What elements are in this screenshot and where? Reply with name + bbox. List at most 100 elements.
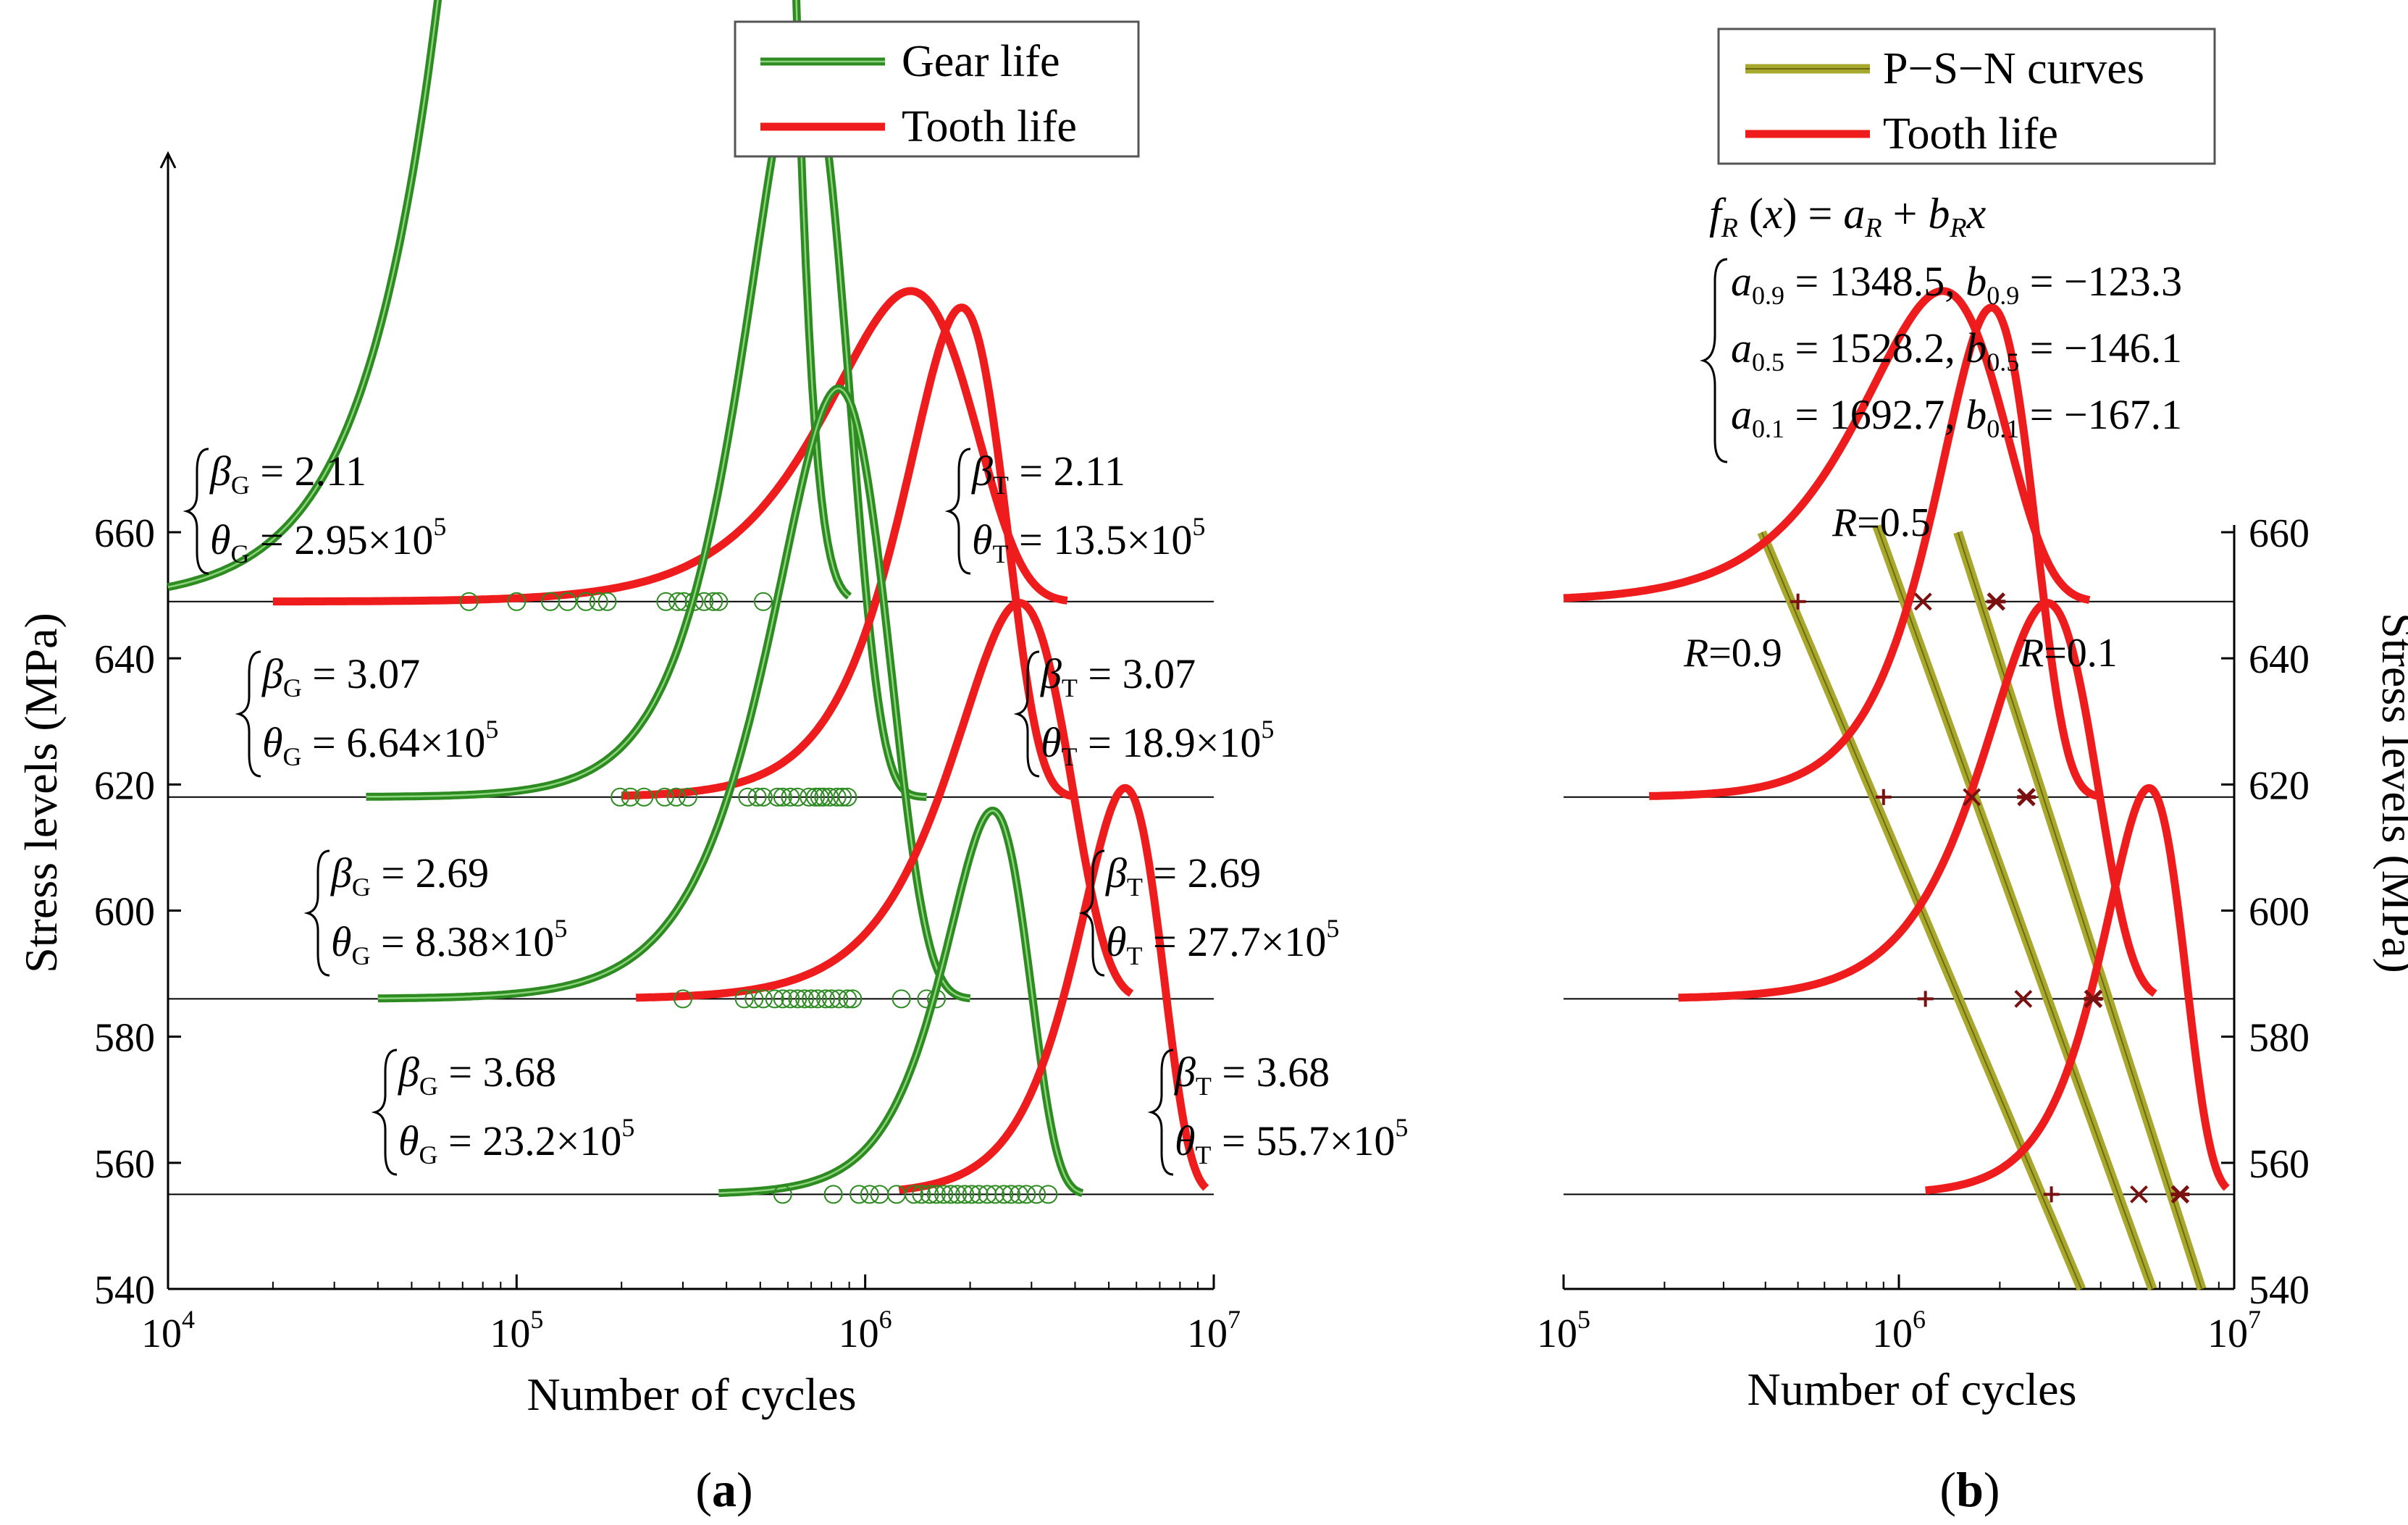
gear-params-649-brace <box>183 448 209 575</box>
psn-line-core-0.1 <box>1957 532 2203 1290</box>
observation-618-16 <box>814 787 834 807</box>
observation-649-5 <box>589 592 608 611</box>
tooth-life-curve-555 <box>896 783 1209 1194</box>
x-tick-label-a-4: 104 <box>141 1305 195 1356</box>
observation-555-2 <box>849 1185 869 1204</box>
gear-params-555-brace <box>371 1049 398 1176</box>
equation-row-0.5: a0.5 = 1528.2, b0.5 = −146.1 <box>1731 324 2182 377</box>
observation-555-22 <box>1027 1185 1046 1204</box>
marker-star-649 <box>1987 592 2006 611</box>
psn-label-0.9: R=0.9 <box>1683 631 1782 676</box>
legend-b-frame <box>1717 28 2216 165</box>
panel-a: 540 560 580 600 620 640 660 104 105 106 107 βG = 2.… <box>94 0 1408 1356</box>
tooth-params-618-brace <box>1013 650 1040 778</box>
y-tick-label-b-640: 640 <box>2249 637 2310 682</box>
y-tick-label-a-660: 660 <box>94 511 155 556</box>
tooth-params-555-brace <box>1147 1049 1174 1176</box>
observation-618-9 <box>768 787 787 807</box>
gear-params-555-beta: βG = 3.68 <box>398 1049 556 1101</box>
observation-586-13 <box>829 989 849 1009</box>
legend-a-gear-label: Gear life <box>902 37 1060 86</box>
observation-618-10 <box>773 787 792 807</box>
observation-649-3 <box>558 592 577 611</box>
observation-586-5 <box>773 989 792 1009</box>
observation-586-0 <box>673 989 692 1009</box>
y-tick-label-b-660: 660 <box>2249 511 2310 556</box>
tooth-params-649-beta: βT = 2.11 <box>971 448 1125 500</box>
observation-649-6 <box>597 592 617 611</box>
gear-params-649-theta: θG = 2.95×105 <box>210 512 446 568</box>
marker-star-586 <box>2084 989 2103 1009</box>
psn-line-core-0.9 <box>1761 532 2082 1290</box>
observation-618-6 <box>738 787 758 807</box>
observation-555-16 <box>978 1185 997 1204</box>
observation-649-0 <box>459 592 479 611</box>
y-tick-label-b-580: 580 <box>2249 1016 2310 1061</box>
gear-life-curve-586-highlight <box>377 387 970 1000</box>
y-tick-label-a-600: 600 <box>94 890 155 935</box>
tooth-params-618-beta: βT = 3.07 <box>1040 650 1196 702</box>
panel-label-b: (b) <box>1939 1462 2000 1517</box>
gear-params-618-brace <box>235 650 261 778</box>
tooth-params-618-theta: θT = 18.9×105 <box>1041 715 1274 771</box>
marker-cross-618 <box>1963 788 1981 807</box>
observation-618-13 <box>800 787 819 807</box>
gear-life-curve-618-highlight <box>366 43 927 798</box>
legend-b-tooth-label: Tooth life <box>1883 109 2058 159</box>
panel-label-a: (a) <box>695 1462 752 1517</box>
y-tick-label-b-560: 560 <box>2249 1142 2310 1187</box>
observation-555-9 <box>926 1185 946 1204</box>
observation-586-7 <box>788 989 807 1009</box>
gear-params-586-beta: βG = 2.69 <box>330 849 489 902</box>
y-tick-label-a-560: 560 <box>94 1142 155 1187</box>
observation-586-8 <box>794 989 814 1009</box>
observation-555-17 <box>986 1185 1005 1204</box>
psn-line-core-0.5 <box>1876 525 2153 1290</box>
tooth-life-curve-649 <box>272 287 1068 606</box>
observation-586-15 <box>843 989 863 1009</box>
observation-649-12 <box>704 592 723 611</box>
x-tick-label-b-7: 107 <box>2207 1305 2261 1356</box>
observation-618-4 <box>666 787 686 807</box>
tooth-params-555-theta: θT = 55.7×105 <box>1175 1113 1408 1169</box>
model-equation: fR (x) = aR + bRx <box>1709 190 1987 243</box>
tooth-params-586-theta: θT = 27.7×105 <box>1106 914 1339 970</box>
psn-label-0.5: R=0.5 <box>1832 500 1931 545</box>
panel-b: 540 560 580 600 620 640 660 105 106 107 R=0.9 R=0.5… <box>1537 287 2310 1356</box>
observation-555-19 <box>1002 1185 1021 1204</box>
observation-586-3 <box>753 989 773 1009</box>
observation-618-8 <box>753 787 773 807</box>
observation-649-8 <box>668 592 687 611</box>
equation-row-0.9: a0.9 = 1348.5, b0.9 = −123.3 <box>1731 258 2182 310</box>
observation-555-13 <box>955 1185 975 1204</box>
marker-plus-555 <box>2043 1186 2060 1203</box>
y-tick-label-a-540: 540 <box>94 1268 155 1313</box>
marker-cross-649 <box>1913 592 1932 611</box>
observation-649-13 <box>709 592 729 611</box>
y-tick-label-b-620: 620 <box>2249 763 2310 808</box>
observation-586-9 <box>802 989 821 1009</box>
observation-555-18 <box>994 1185 1014 1204</box>
observation-618-3 <box>655 787 674 807</box>
marker-cross-555 <box>2130 1185 2148 1203</box>
observation-586-11 <box>816 989 836 1009</box>
y-tick-label-a-640: 640 <box>94 637 155 682</box>
observation-618-0 <box>611 787 630 807</box>
y-tick-label-a-620: 620 <box>94 763 155 808</box>
observation-618-18 <box>827 787 847 807</box>
marker-plus-649 <box>1790 593 1806 610</box>
y-axis-label-a: Stress levels (MPa) <box>15 613 67 973</box>
y-tick-label-b-600: 600 <box>2249 890 2310 935</box>
marker-plus-618 <box>1875 789 1892 805</box>
gear-params-618-beta: βG = 3.07 <box>261 650 420 702</box>
observation-586-10 <box>807 989 827 1009</box>
observation-555-7 <box>912 1185 931 1204</box>
legend-b: P−S−N curves Tooth life <box>1717 28 2216 165</box>
observation-555-3 <box>860 1185 879 1204</box>
observation-618-11 <box>781 787 800 807</box>
tooth-life-curve-586 <box>634 599 1134 1002</box>
gear-life-curve-586 <box>377 384 972 1003</box>
marker-star-555 <box>2170 1185 2190 1204</box>
equation-row-0.1: a0.1 = 1692.7, b0.1 = −167.1 <box>1731 391 2182 443</box>
x-tick-label-b-5: 105 <box>1537 1305 1590 1356</box>
